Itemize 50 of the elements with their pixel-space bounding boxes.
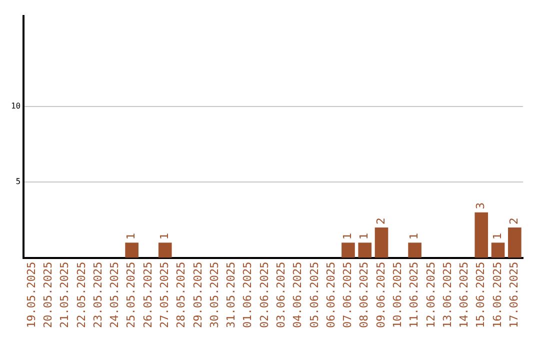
x-tick-label: 05.06.2025 — [308, 262, 321, 328]
x-tick-label: 30.05.2025 — [208, 262, 221, 328]
data-label: 2 — [508, 218, 521, 225]
x-tick-label: 24.05.2025 — [108, 262, 122, 328]
x-tick-label: 16.06.2025 — [490, 262, 504, 328]
data-label: 1 — [358, 232, 371, 240]
data-label: 1 — [158, 232, 171, 240]
x-tick-label: 26.05.2025 — [141, 262, 154, 328]
bar — [508, 228, 522, 258]
x-tick-label: 23.05.2025 — [91, 262, 104, 328]
data-label: 2 — [374, 218, 388, 225]
x-tick-label: 19.05.2025 — [24, 262, 38, 328]
x-tick-label: 09.06.2025 — [374, 262, 388, 328]
x-tick-label: 20.05.2025 — [41, 262, 54, 328]
x-tick-label: 10.06.2025 — [391, 262, 404, 328]
y-tick-label: 10 — [10, 102, 21, 111]
data-label: 1 — [124, 232, 138, 240]
x-tick-label: 13.06.2025 — [440, 262, 454, 328]
x-tick-label: 29.05.2025 — [191, 262, 204, 328]
bar — [158, 242, 172, 258]
x-tick-label: 21.05.2025 — [58, 262, 72, 328]
x-tick-label: 02.06.2025 — [258, 262, 271, 328]
x-tick-label: 03.06.2025 — [274, 262, 288, 328]
x-tick-label: 04.06.2025 — [291, 262, 304, 328]
x-tick-label: 31.05.2025 — [224, 262, 238, 328]
x-tick-label: 25.05.2025 — [124, 262, 138, 328]
data-label: 1 — [490, 232, 504, 240]
x-tick-label: 07.06.2025 — [341, 262, 354, 328]
bar — [342, 242, 355, 258]
bar — [491, 242, 505, 258]
x-tick-label: 15.06.2025 — [474, 262, 488, 328]
bar — [358, 242, 372, 258]
y-tick-label: 5 — [16, 177, 21, 186]
bar — [374, 228, 388, 258]
x-tick-label: 01.06.2025 — [241, 262, 254, 328]
x-tick-label: 14.06.2025 — [458, 262, 471, 328]
data-label: 3 — [474, 202, 488, 210]
x-tick-label: 11.06.2025 — [408, 262, 421, 328]
x-tick-label: 08.06.2025 — [358, 262, 371, 328]
x-tick-label: 06.06.2025 — [324, 262, 338, 328]
bar — [474, 212, 488, 258]
data-label: 1 — [408, 232, 421, 240]
x-tick-label: 22.05.2025 — [74, 262, 88, 328]
bar — [125, 242, 138, 258]
data-label: 1 — [341, 232, 354, 240]
x-tick-label: 28.05.2025 — [174, 262, 188, 328]
bar — [408, 242, 422, 258]
x-tick-label: 12.06.2025 — [424, 262, 438, 328]
x-tick-label: 27.05.2025 — [158, 262, 171, 328]
x-tick-label: 17.06.2025 — [508, 262, 521, 328]
